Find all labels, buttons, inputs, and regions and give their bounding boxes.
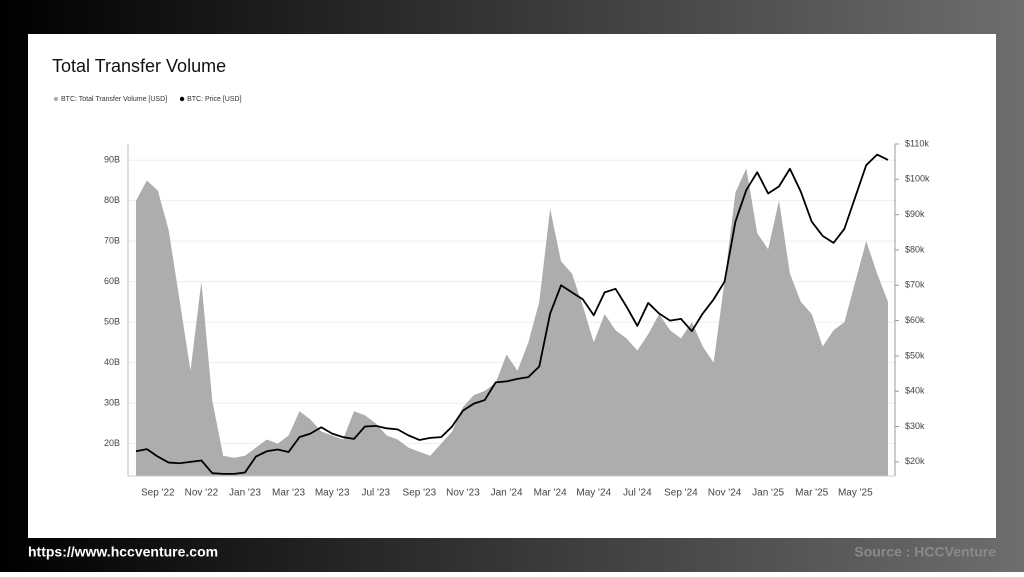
x-tick-label: Jul '23 — [361, 488, 390, 499]
y2-tick-label: $20k — [905, 456, 925, 466]
y-tick-label: 70B — [104, 236, 120, 246]
plot: 20B 30B 40B 50B 60B 70B 80B 90B $20k $30k $40k $50k… — [53, 96, 930, 499]
y2-tick-label: $100k — [905, 174, 930, 184]
legend-label: BTC: Total Transfer Volume [USD] — [61, 96, 167, 103]
y2-tick-label: $40k — [905, 386, 925, 396]
footer-source: Source : HCCVenture — [854, 544, 996, 560]
price-line — [135, 153, 889, 475]
y-tick-label: 80B — [104, 195, 120, 205]
y-tick-label: 60B — [104, 276, 120, 286]
x-tick-label: Nov '22 — [185, 488, 219, 499]
y2-tick-label: $70k — [905, 280, 925, 290]
x-tick-label: Sep '22 — [141, 488, 175, 499]
y2-tick-label: $30k — [905, 421, 925, 431]
x-tick-label: May '25 — [838, 488, 873, 499]
x-tick-label: Jan '25 — [752, 488, 784, 499]
x-tick-label: May '24 — [576, 488, 611, 499]
footer-url: https://www.hccventure.com — [28, 544, 218, 560]
volume-area — [136, 168, 888, 477]
x-tick-label: Mar '23 — [272, 488, 305, 499]
x-tick-label: Sep '24 — [664, 488, 698, 499]
y2-tick-label: $90k — [905, 209, 925, 219]
chart-title: Total Transfer Volume — [52, 56, 226, 76]
y2-tick-label: $50k — [905, 350, 925, 360]
y2-tick-label: $80k — [905, 244, 925, 254]
x-tick-label: Mar '24 — [534, 488, 567, 499]
y-tick-label: 90B — [104, 155, 120, 165]
y-tick-label: 30B — [104, 397, 120, 407]
y-tick-label: 50B — [104, 317, 120, 327]
y-tick-label: 40B — [104, 357, 120, 367]
y-tick-label: 20B — [104, 438, 120, 448]
x-tick-label: Jan '23 — [229, 488, 261, 499]
legend-marker — [179, 96, 185, 102]
y2-tick-label: $110k — [905, 138, 929, 148]
y2-tick-label: $60k — [905, 315, 925, 325]
x-tick-label: Mar '25 — [795, 488, 828, 499]
legend-label: BTC: Price [USD] — [187, 96, 242, 103]
x-tick-label: May '23 — [315, 488, 350, 499]
legend-marker — [53, 96, 59, 102]
x-tick-label: Nov '24 — [708, 488, 742, 499]
x-tick-label: Jul '24 — [623, 488, 652, 499]
x-tick-label: Nov '23 — [446, 488, 480, 499]
x-tick-label: Sep '23 — [403, 488, 437, 499]
x-tick-label: Jan '24 — [491, 488, 523, 499]
